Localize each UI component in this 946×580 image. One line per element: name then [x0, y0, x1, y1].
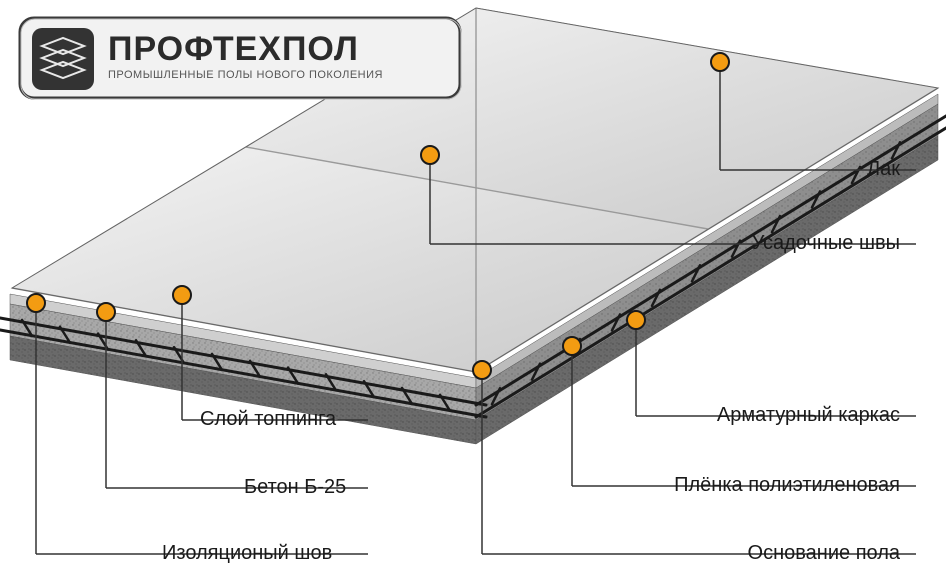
label-topping: Слой топпинга	[200, 408, 337, 430]
marker-lak	[711, 53, 729, 71]
logo-title: ПРОФТЕХПОЛ	[108, 30, 359, 68]
label-lak: Лак	[867, 158, 900, 180]
marker-shvy	[421, 146, 439, 164]
marker-beton	[97, 303, 115, 321]
label-beton: Бетон Б-25	[244, 476, 346, 498]
label-izol: Изоляционый шов	[162, 542, 332, 564]
marker-topping	[173, 286, 191, 304]
logo-subtitle: ПРОМЫШЛЕННЫЕ ПОЛЫ НОВОГО ПОКОЛЕНИЯ	[108, 69, 383, 81]
marker-karkas	[627, 311, 645, 329]
marker-osnov	[473, 361, 491, 379]
label-karkas: Арматурный каркас	[717, 404, 900, 426]
marker-izol	[27, 294, 45, 312]
label-plenka: Плёнка полиэтиленовая	[674, 474, 900, 496]
marker-plenka	[563, 337, 581, 355]
logo-badge: ПРОФТЕХПОЛПРОМЫШЛЕННЫЕ ПОЛЫ НОВОГО ПОКОЛ…	[20, 18, 461, 99]
label-shvy: Усадочные швы	[752, 232, 900, 254]
label-osnov: Основание пола	[748, 542, 901, 564]
